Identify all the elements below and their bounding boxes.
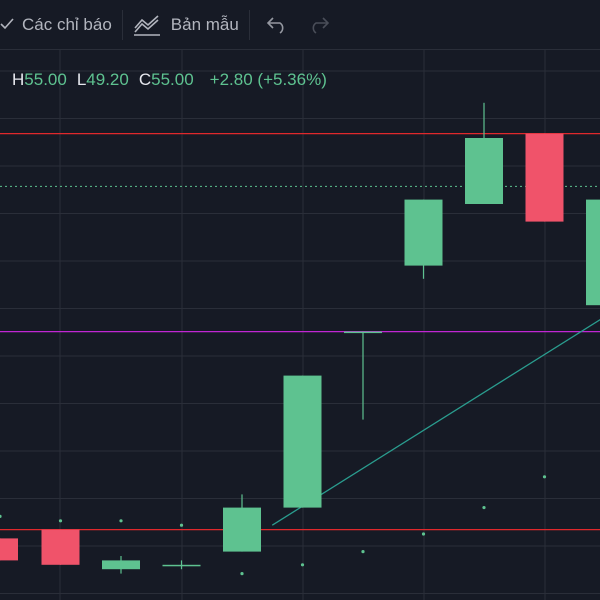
ohlc-legend: H 55.00 L 49.20 C 55.00 +2.80 (+5.36%) [12,70,327,90]
candle-body [283,375,322,508]
toolbar-divider [121,9,123,40]
close-value: 55.00 [151,70,194,89]
redo-icon [308,16,330,34]
candle-body [102,560,140,570]
candle-body [525,133,564,222]
indicators-button[interactable]: Các chỉ báo [0,0,118,50]
indicators-label: Các chỉ báo [22,14,112,34]
dot-point [119,519,123,523]
high-value: 55.00 [24,70,67,89]
candles [0,102,600,574]
candle-body [586,199,600,306]
dot-series [0,475,547,576]
candle [223,494,261,552]
dot-point [300,563,305,567]
candle-body [223,507,261,552]
high-key: H [12,70,25,89]
undo-icon [266,16,288,34]
candle [525,133,564,222]
candle [102,556,140,574]
toolbar-divider [248,9,250,40]
chart-grid [0,50,600,600]
trendline [271,318,600,526]
change-value: +2.80 (+5.36%) [209,70,327,89]
top-toolbar: Các chỉ báo Bản mẫu [0,0,600,50]
chevron-icon [0,17,14,32]
low-key: L [76,70,87,89]
candle-body [0,538,18,561]
dot-point [421,532,426,536]
templates-icon [133,14,161,36]
candle [344,331,382,420]
candle [0,538,18,561]
dot-point [240,572,244,576]
templates-button[interactable]: Bản mẫu [127,0,245,50]
candle [586,199,600,306]
candle-body [41,529,80,565]
redo-button[interactable] [300,0,338,50]
candle-body [162,564,201,567]
templates-label: Bản mẫu [170,14,239,34]
dot-point [58,519,63,523]
low-value: 49.20 [86,70,129,89]
candle-body [404,199,443,266]
dot-point [0,514,2,518]
candle [41,529,80,565]
candle-body [344,331,382,334]
dot-point [361,550,365,554]
dot-point [179,523,184,527]
candle [465,102,503,204]
candlestick-chart[interactable] [0,50,600,600]
dot-point [542,475,547,479]
dot-point [482,506,486,510]
candle [162,560,201,570]
candle [283,375,322,508]
candle-body [465,138,503,204]
candle [404,199,443,279]
undo-button[interactable] [254,0,300,50]
close-key: C [138,70,152,89]
trendline-layer [271,318,600,526]
